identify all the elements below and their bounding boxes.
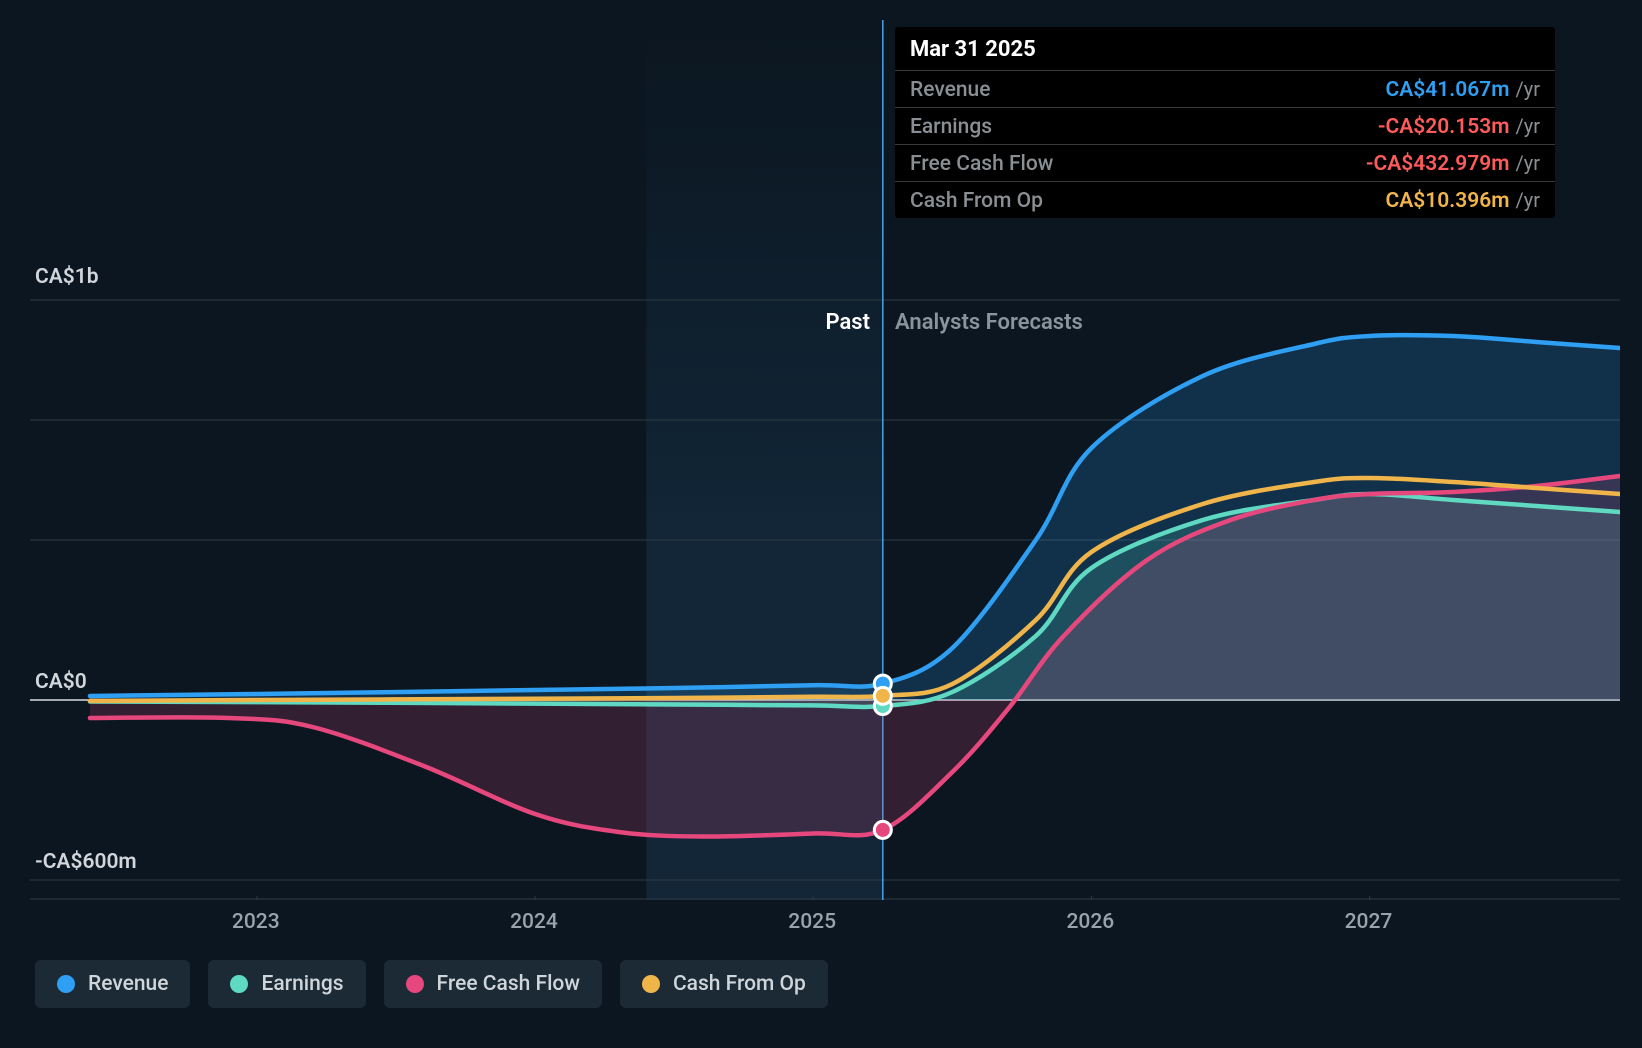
tooltip-row-label: Revenue (910, 78, 1210, 102)
legend-dot-icon (406, 975, 424, 993)
x-tick-label: 2025 (788, 910, 836, 934)
legend-item-label: Revenue (88, 972, 168, 996)
tooltip-row-value: CA$41.067m (1210, 78, 1510, 102)
region-label-past: Past (810, 310, 870, 335)
tooltip-row-unit: /yr (1516, 77, 1541, 101)
x-tick-label: 2026 (1066, 910, 1114, 934)
region-label-forecast: Analysts Forecasts (895, 310, 1083, 335)
tooltip-row-label: Free Cash Flow (910, 152, 1210, 176)
x-tick-label: 2024 (510, 910, 558, 934)
tooltip-date: Mar 31 2025 (895, 27, 1555, 71)
x-tick-label: 2027 (1345, 910, 1393, 934)
legend-item-revenue[interactable]: Revenue (35, 960, 190, 1008)
legend-dot-icon (230, 975, 248, 993)
tooltip-row-value: -CA$432.979m (1210, 152, 1510, 176)
legend-dot-icon (642, 975, 660, 993)
tooltip-row-value: -CA$20.153m (1210, 115, 1510, 139)
tooltip-row-label: Earnings (910, 115, 1210, 139)
legend-item-label: Earnings (261, 972, 343, 996)
tooltip-row-unit: /yr (1516, 188, 1541, 212)
legend-item-label: Cash From Op (673, 972, 806, 996)
tooltip-row-label: Cash From Op (910, 189, 1210, 213)
legend: Revenue Earnings Free Cash Flow Cash Fro… (35, 960, 828, 1008)
tooltip-row: Revenue CA$41.067m /yr (895, 71, 1555, 108)
y-tick-label: CA$1b (35, 265, 99, 289)
hover-tooltip: Mar 31 2025 Revenue CA$41.067m /yr Earni… (895, 27, 1555, 218)
tooltip-row-unit: /yr (1516, 114, 1541, 138)
legend-item-fcf[interactable]: Free Cash Flow (384, 960, 602, 1008)
legend-dot-icon (57, 975, 75, 993)
tooltip-row: Earnings -CA$20.153m /yr (895, 108, 1555, 145)
legend-item-earnings[interactable]: Earnings (208, 960, 365, 1008)
tooltip-row: Cash From Op CA$10.396m /yr (895, 182, 1555, 218)
tooltip-row-value: CA$10.396m (1210, 189, 1510, 213)
legend-item-label: Free Cash Flow (437, 972, 580, 996)
tooltip-row: Free Cash Flow -CA$432.979m /yr (895, 145, 1555, 182)
x-tick-label: 2023 (232, 910, 280, 934)
y-tick-label: -CA$600m (35, 850, 137, 874)
tooltip-row-unit: /yr (1516, 151, 1541, 175)
y-tick-label: CA$0 (35, 670, 87, 694)
legend-item-cfo[interactable]: Cash From Op (620, 960, 828, 1008)
